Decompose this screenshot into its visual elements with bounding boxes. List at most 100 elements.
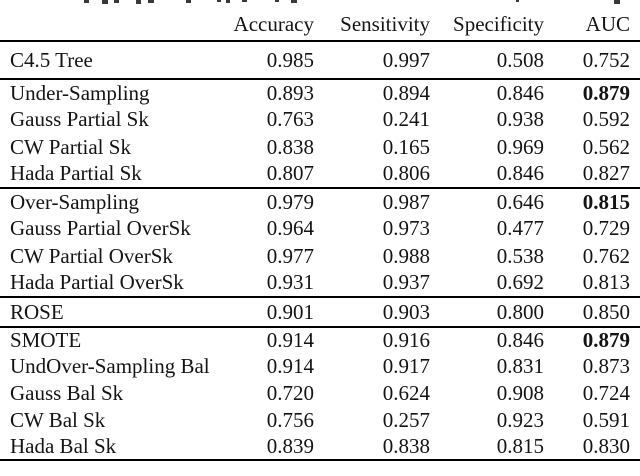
sensitivity-value: 0.917: [382, 354, 430, 379]
auc-value: 0.729: [582, 216, 630, 241]
table-row: Gauss Partial OverSk 0.964 0.973 0.477 0.729: [0, 215, 640, 242]
sensitivity-value: 0.257: [382, 407, 430, 432]
table-row: CW Bal Sk 0.756 0.257 0.923 0.591: [0, 407, 640, 434]
accuracy-value: 0.977: [266, 243, 314, 268]
table-section-1: Under-Sampling 0.893 0.894 0.846 0.879 Gauss …: [0, 79, 640, 188]
specificity-value: 0.831: [496, 354, 544, 379]
auc-value: 0.562: [582, 134, 630, 159]
caption-glyph-fragment: [242, 0, 247, 2]
auc-value: 0.724: [582, 380, 630, 405]
accuracy-value: 0.964: [266, 216, 314, 241]
auc-value: 0.813: [582, 270, 630, 295]
specificity-value: 0.800: [496, 299, 544, 324]
auc-value: 0.879: [582, 328, 630, 353]
specificity-value: 0.477: [496, 216, 544, 241]
sensitivity-column-header: Sensitivity: [340, 12, 430, 36]
caption-glyph-fragment: [114, 0, 119, 3]
table-row: ROSE 0.901 0.903 0.800 0.850: [0, 297, 640, 327]
accuracy-value: 0.838: [266, 134, 314, 159]
sensitivity-value: 0.241: [382, 107, 430, 132]
sensitivity-value: 0.806: [382, 161, 430, 186]
table-row: Under-Sampling 0.893 0.894 0.846 0.879: [0, 79, 640, 106]
sensitivity-value: 0.838: [382, 433, 430, 458]
table-row: Hada Partial OverSk 0.931 0.937 0.692 0.813: [0, 270, 640, 297]
method-column-header: [0, 0, 228, 41]
sensitivity-value: 0.624: [382, 380, 430, 405]
specificity-value: 0.846: [496, 80, 544, 105]
auc-value: 0.762: [582, 243, 630, 268]
metrics-table: Accuracy Sensitivity Specificity AUC C4.…: [0, 0, 640, 460]
method-label: Over-Sampling: [10, 189, 140, 214]
table-section-3: ROSE 0.901 0.903 0.800 0.850: [0, 297, 640, 327]
sensitivity-value: 0.165: [382, 134, 430, 159]
specificity-column-header: Specificity: [453, 12, 544, 36]
sensitivity-value: 0.916: [382, 328, 430, 353]
accuracy-column-header: Accuracy: [233, 12, 314, 36]
accuracy-value: 0.931: [266, 270, 314, 295]
table-row: SMOTE 0.914 0.916 0.846 0.879: [0, 327, 640, 354]
method-label: CW Partial OverSk: [10, 243, 173, 268]
accuracy-value: 0.901: [266, 299, 314, 324]
accuracy-value: 0.763: [266, 107, 314, 132]
accuracy-value: 0.756: [266, 407, 314, 432]
specificity-value: 0.923: [496, 407, 544, 432]
accuracy-value: 0.979: [266, 189, 314, 214]
table-section-4: SMOTE 0.914 0.916 0.846 0.879 UndOver-Samplin…: [0, 327, 640, 460]
auc-value: 0.830: [582, 433, 630, 458]
accuracy-value: 0.914: [266, 354, 314, 379]
sensitivity-value: 0.894: [382, 80, 430, 105]
auc-value: 0.879: [582, 80, 630, 105]
method-label: Hada Bal Sk: [10, 433, 117, 458]
method-label: ROSE: [10, 299, 64, 324]
table-section-2: Over-Sampling 0.979 0.987 0.646 0.815 Gauss P…: [0, 188, 640, 297]
sensitivity-value: 0.973: [382, 216, 430, 241]
sensitivity-value: 0.988: [382, 243, 430, 268]
caption-glyph-fragment: [148, 0, 154, 3]
caption-glyph-fragment: [102, 0, 108, 4]
accuracy-value: 0.839: [266, 433, 314, 458]
method-label: Gauss Partial OverSk: [10, 216, 191, 241]
auc-column-header: AUC: [585, 12, 630, 36]
specificity-value: 0.846: [496, 328, 544, 353]
caption-glyph-fragment: [84, 0, 89, 3]
caption-glyph-fragment: [291, 0, 297, 3]
table-row: Gauss Bal Sk 0.720 0.624 0.908 0.724: [0, 380, 640, 407]
accuracy-value: 0.893: [266, 80, 314, 105]
caption-glyph-fragment: [614, 0, 620, 4]
specificity-value: 0.908: [496, 380, 544, 405]
caption-glyph-fragment: [186, 0, 191, 3]
accuracy-value: 0.914: [266, 328, 314, 353]
sensitivity-value: 0.987: [382, 189, 430, 214]
auc-value: 0.850: [582, 299, 630, 324]
method-label: CW Bal Sk: [10, 407, 106, 432]
auc-value: 0.592: [582, 107, 630, 132]
method-label: SMOTE: [10, 328, 82, 353]
method-label: Hada Partial OverSk: [10, 270, 184, 295]
auc-value: 0.752: [582, 47, 630, 72]
clipped-caption-fragments: [0, 0, 640, 6]
auc-value: 0.591: [582, 407, 630, 432]
table-row: C4.5 Tree 0.985 0.997 0.508 0.752: [0, 41, 640, 79]
table-header-row: Accuracy Sensitivity Specificity AUC: [0, 0, 640, 41]
specificity-value: 0.508: [496, 47, 544, 72]
method-label: CW Partial Sk: [10, 134, 131, 159]
table-row: UndOver-Sampling Bal 0.914 0.917 0.831 0.873: [0, 354, 640, 381]
sensitivity-value: 0.903: [382, 299, 430, 324]
method-label: C4.5 Tree: [10, 47, 93, 72]
sensitivity-value: 0.937: [382, 270, 430, 295]
auc-value: 0.827: [582, 161, 630, 186]
accuracy-value: 0.720: [266, 380, 314, 405]
method-label: Gauss Bal Sk: [10, 380, 124, 405]
specificity-value: 0.538: [496, 243, 544, 268]
method-label: UndOver-Sampling Bal: [10, 354, 210, 379]
table-row: Hada Partial Sk 0.807 0.806 0.846 0.827: [0, 161, 640, 188]
table-row: Over-Sampling 0.979 0.987 0.646 0.815: [0, 188, 640, 215]
specificity-value: 0.938: [496, 107, 544, 132]
sensitivity-value: 0.997: [382, 47, 430, 72]
method-label: Hada Partial Sk: [10, 161, 142, 186]
caption-glyph-fragment: [275, 0, 279, 2]
accuracy-value: 0.985: [266, 47, 314, 72]
method-label: Gauss Partial Sk: [10, 107, 149, 132]
method-label: Under-Sampling: [10, 80, 150, 105]
